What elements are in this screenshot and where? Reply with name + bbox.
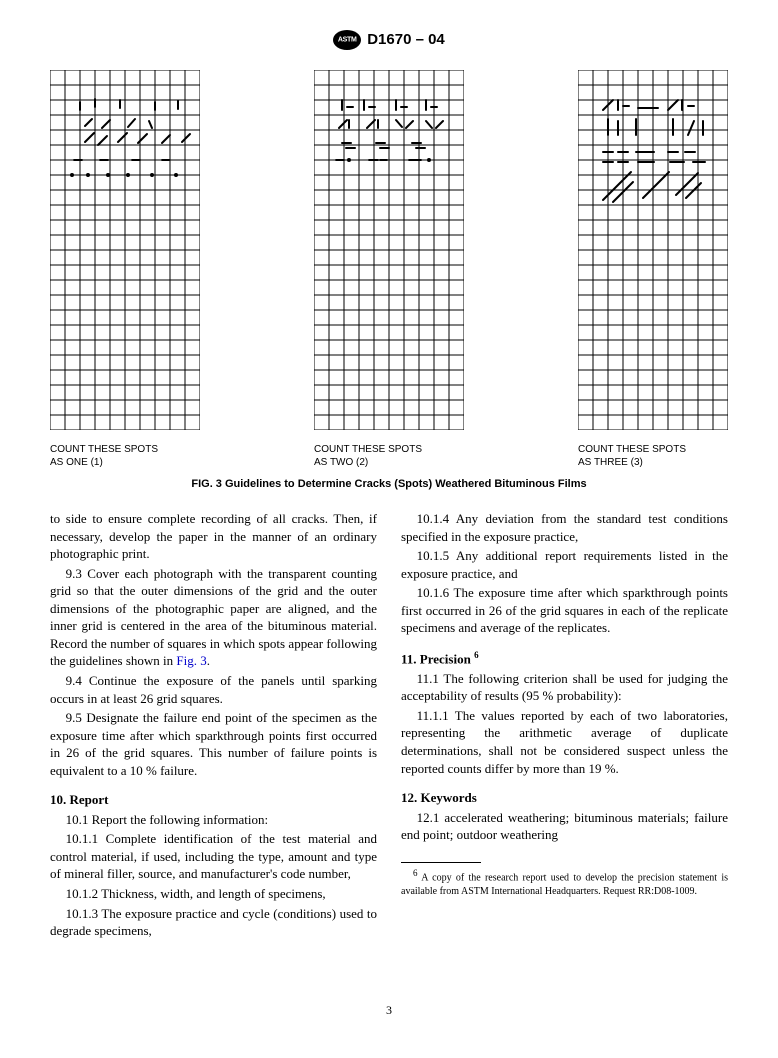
para-10-1: 10.1 Report the following information: <box>50 811 377 829</box>
grid-panel-3: COUNT THESE SPOTS AS THREE (3) <box>578 70 728 469</box>
body-columns: to side to ensure complete recording of … <box>50 510 728 942</box>
para-11-1: 11.1 The following criterion shall be us… <box>401 670 728 705</box>
fig-3-ref: Fig. 3 <box>176 653 206 668</box>
para-9-3: 9.3 Cover each photograph with the trans… <box>50 565 377 670</box>
section-10-head: 10. Report <box>50 791 377 809</box>
grid-svg-1 <box>50 70 200 430</box>
para-10-1-2: 10.1.2 Thickness, width, and length of s… <box>50 885 377 903</box>
section-11-head: 11. Precision 6 <box>401 649 728 668</box>
footnote-marker-6: 6 <box>474 650 479 660</box>
grid-caption-3: COUNT THESE SPOTS AS THREE (3) <box>578 444 728 469</box>
para-12-1: 12.1 accelerated weathering; bituminous … <box>401 809 728 844</box>
para-11-1-1: 11.1.1 The values reported by each of tw… <box>401 707 728 777</box>
section-12-head: 12. Keywords <box>401 789 728 807</box>
para-10-1-4: 10.1.4 Any deviation from the standard t… <box>401 510 728 545</box>
para-10-1-6: 10.1.6 The exposure time after which spa… <box>401 584 728 637</box>
para-10-1-3: 10.1.3 The exposure practice and cycle (… <box>50 905 377 940</box>
figure-grids-row: COUNT THESE SPOTS AS ONE (1) COUNT THESE… <box>50 70 728 469</box>
astm-logo-icon <box>333 30 361 50</box>
designation: D1670 – 04 <box>367 30 445 50</box>
page-header: D1670 – 04 <box>50 30 728 50</box>
para-9-4: 9.4 Continue the exposure of the panels … <box>50 672 377 707</box>
footnote-rule <box>401 862 481 863</box>
page-number: 3 <box>50 1002 728 1018</box>
para-9-5: 9.5 Designate the failure end point of t… <box>50 709 377 779</box>
left-column: to side to ensure complete recording of … <box>50 510 377 942</box>
grid-svg-2 <box>314 70 464 430</box>
grid-panel-1: COUNT THESE SPOTS AS ONE (1) <box>50 70 200 469</box>
grid-caption-1: COUNT THESE SPOTS AS ONE (1) <box>50 444 200 469</box>
figure-caption: FIG. 3 Guidelines to Determine Cracks (S… <box>50 477 728 492</box>
grid-caption-2: COUNT THESE SPOTS AS TWO (2) <box>314 444 464 469</box>
para-10-1-1: 10.1.1 Complete identification of the te… <box>50 830 377 883</box>
grid-panel-2: COUNT THESE SPOTS AS TWO (2) <box>314 70 464 469</box>
para-cont: to side to ensure complete recording of … <box>50 510 377 563</box>
para-10-1-5: 10.1.5 Any additional report requirement… <box>401 547 728 582</box>
right-column: 10.1.4 Any deviation from the standard t… <box>401 510 728 942</box>
grid-svg-3 <box>578 70 728 430</box>
footnote-6: 6 A copy of the research report used to … <box>401 867 728 898</box>
